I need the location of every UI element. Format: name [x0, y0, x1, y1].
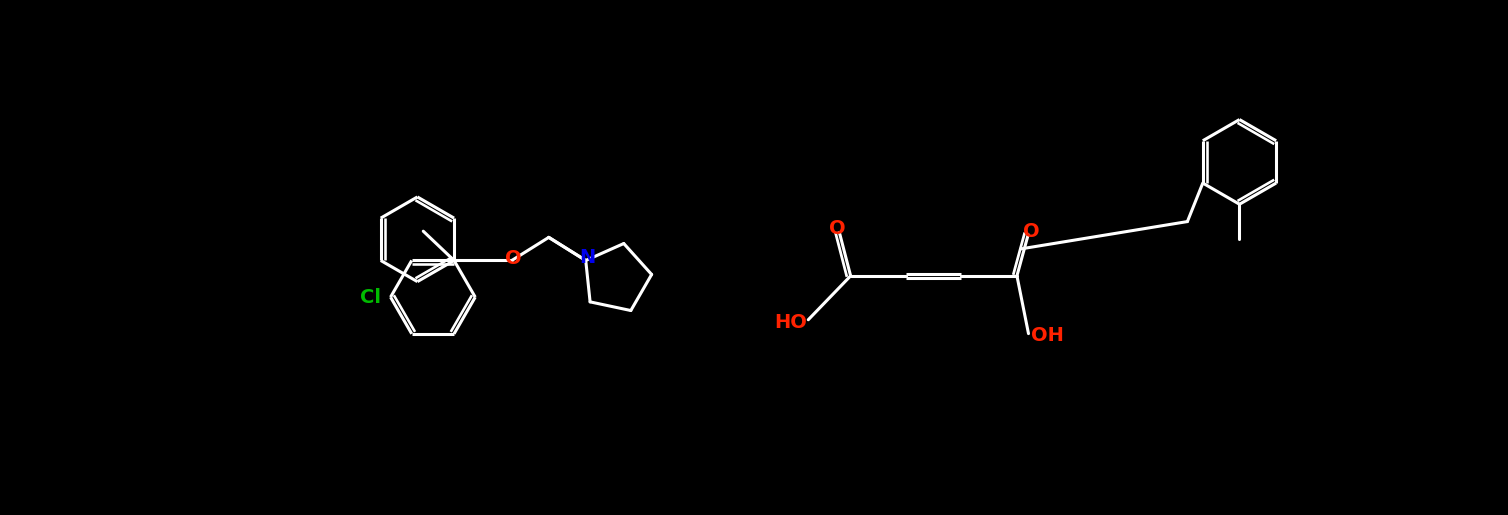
Text: O: O: [829, 219, 846, 238]
Text: Cl: Cl: [360, 288, 382, 306]
Text: O: O: [505, 249, 522, 268]
Text: OH: OH: [1031, 327, 1063, 346]
Text: HO: HO: [774, 313, 807, 332]
Text: O: O: [1024, 221, 1041, 241]
Text: N: N: [579, 248, 596, 267]
